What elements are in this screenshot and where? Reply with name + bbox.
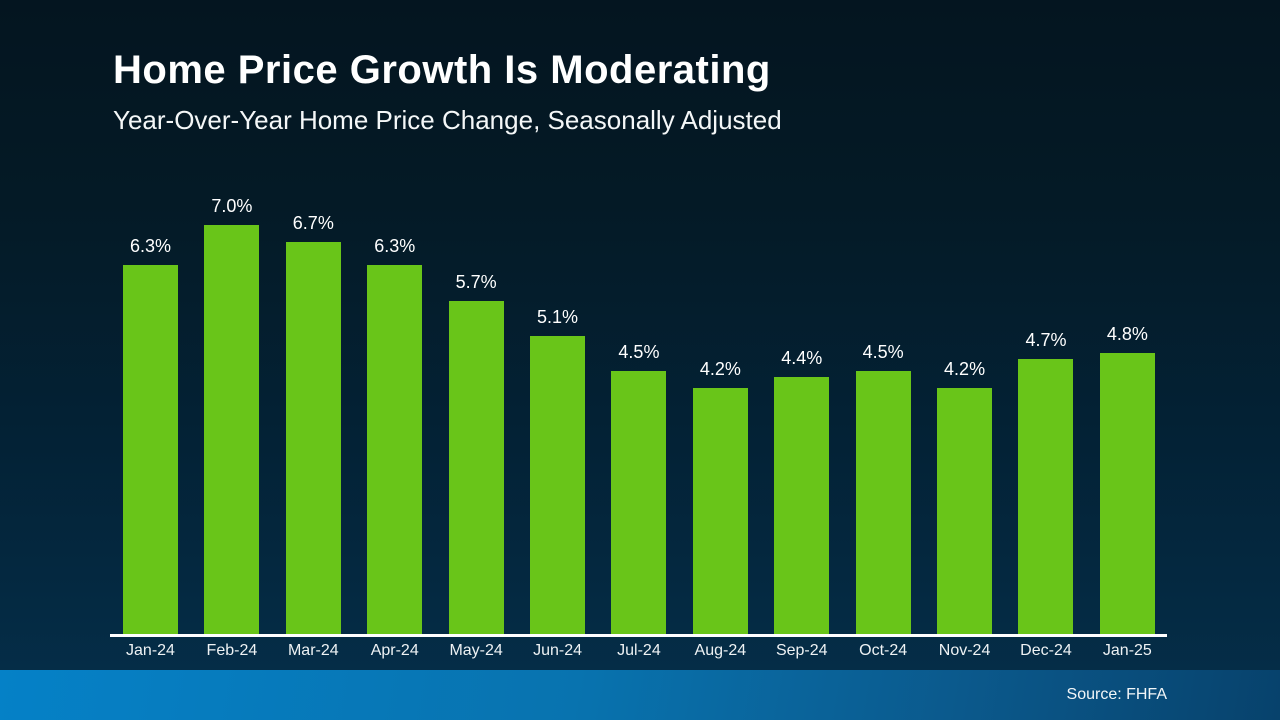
bar: [774, 376, 830, 634]
footer-bar: Source: FHFA: [0, 670, 1280, 720]
bar: [367, 265, 423, 634]
bar-column: 5.7%: [448, 271, 504, 634]
bar-column: 6.7%: [285, 213, 341, 634]
bar-column: 6.3%: [123, 236, 178, 634]
x-axis-tick: Jan-25: [1102, 642, 1152, 659]
bar-value-label: 7.0%: [211, 195, 253, 216]
bar-value-label: 5.1%: [537, 306, 579, 327]
bar-value-label: 4.5%: [862, 341, 904, 362]
bar-value-label: 4.5%: [618, 341, 660, 362]
x-axis-tick: Mar-24: [287, 642, 339, 659]
bar: [123, 265, 178, 634]
bar: [855, 370, 911, 634]
bar: [937, 388, 993, 634]
x-axis-tick: Aug-24: [694, 642, 747, 659]
bar-column: 4.2%: [692, 359, 748, 634]
x-axis-tick: Feb-24: [206, 642, 258, 659]
page-title: Home Price Growth Is Moderating: [113, 48, 771, 92]
bar-value-label: 4.8%: [1106, 324, 1148, 345]
bar: [611, 370, 667, 634]
x-axis-tick: Apr-24: [370, 642, 419, 659]
x-axis-tick: Jan-24: [126, 642, 175, 659]
bar-value-label: 6.3%: [129, 236, 172, 257]
bar-value-label: 4.2%: [699, 359, 741, 380]
x-axis-tick: Oct-24: [859, 642, 908, 659]
page-subtitle: Year-Over-Year Home Price Change, Season…: [113, 105, 782, 135]
bar-column: 4.5%: [855, 341, 911, 634]
x-axis-tick: Dec-24: [1020, 642, 1072, 659]
bar: [285, 242, 341, 634]
bar-column: 4.7%: [1018, 330, 1074, 634]
bar-column: 4.5%: [611, 341, 667, 634]
bar: [448, 300, 504, 634]
bar-column: 6.3%: [367, 236, 423, 634]
bar-value-label: 6.7%: [292, 213, 334, 234]
x-axis-tick: Jul-24: [617, 642, 661, 659]
source-attribution: Source: FHFA: [1066, 686, 1167, 703]
bar-column: 5.1%: [530, 306, 586, 634]
bar: [530, 335, 586, 634]
bar-value-label: 4.4%: [781, 347, 823, 368]
bar-value-label: 4.7%: [1025, 330, 1067, 351]
bar: [1018, 359, 1074, 634]
x-axis-tick: Nov-24: [938, 642, 991, 659]
x-axis-tick: Jun-24: [533, 642, 582, 659]
x-axis-tick: May-24: [449, 642, 503, 659]
bar-chart: 6.3% 7.0% 6.7% 6.3% 5.7% 5.1% 4.5% 4.2% 4.4% 4.5%…: [110, 195, 1167, 634]
bar: [1099, 353, 1155, 634]
bar-value-label: 6.3%: [374, 236, 416, 257]
x-axis-tick: Sep-24: [775, 642, 828, 659]
bar-value-label: 4.2%: [944, 359, 986, 380]
bar-column: 4.2%: [937, 359, 993, 634]
bar-column: 4.4%: [774, 347, 830, 634]
bar-column: 7.0%: [204, 195, 260, 634]
bar-column: 4.8%: [1099, 324, 1155, 634]
bar: [692, 388, 748, 634]
x-axis-line: [110, 634, 1167, 637]
bar: [204, 224, 260, 634]
x-axis-tick-labels: Jan-24 Feb-24 Mar-24 Apr-24 May-24 Jun-24 Jul-…: [110, 642, 1167, 660]
bar-value-label: 5.7%: [455, 271, 497, 292]
